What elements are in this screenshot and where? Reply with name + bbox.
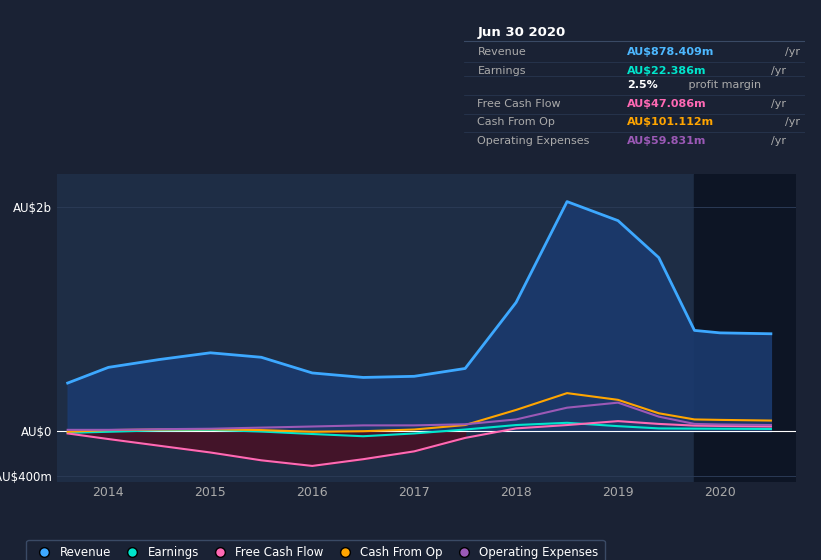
Text: /yr: /yr [770,66,786,76]
Text: 2.5%: 2.5% [627,80,658,90]
Text: Earnings: Earnings [478,66,526,76]
Text: AU$47.086m: AU$47.086m [627,99,707,109]
Text: AU$878.409m: AU$878.409m [627,47,715,57]
Text: profit margin: profit margin [685,80,761,90]
Text: Revenue: Revenue [478,47,526,57]
Text: Cash From Op: Cash From Op [478,117,555,127]
Text: AU$22.386m: AU$22.386m [627,66,707,76]
Text: Free Cash Flow: Free Cash Flow [478,99,561,109]
Text: Operating Expenses: Operating Expenses [478,136,589,146]
Text: /yr: /yr [785,47,800,57]
Text: AU$101.112m: AU$101.112m [627,117,714,127]
Text: /yr: /yr [785,117,800,127]
Bar [695,174,806,482]
Text: Jun 30 2020: Jun 30 2020 [478,26,566,39]
Text: /yr: /yr [770,136,786,146]
Legend: Revenue, Earnings, Free Cash Flow, Cash From Op, Operating Expenses: Revenue, Earnings, Free Cash Flow, Cash … [26,540,604,560]
Text: /yr: /yr [770,99,786,109]
Text: AU$59.831m: AU$59.831m [627,136,707,146]
